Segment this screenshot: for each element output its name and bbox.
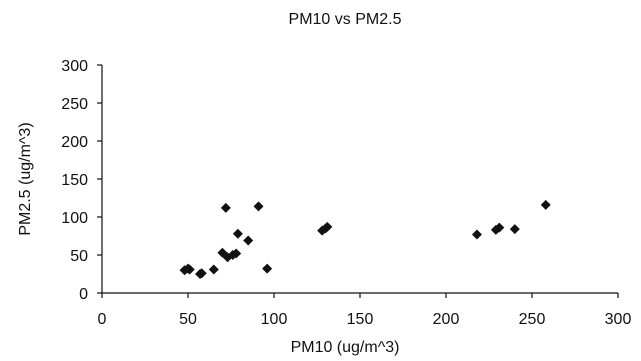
data-point: [196, 268, 207, 279]
y-tick-label: 200: [61, 134, 88, 151]
data-point: [471, 229, 482, 240]
data-point: [253, 201, 264, 212]
data-points: [179, 199, 551, 279]
y-tick-label: 100: [61, 210, 88, 227]
data-point: [208, 264, 219, 275]
x-tick-label: 250: [519, 311, 546, 328]
data-point: [231, 248, 242, 259]
y-tick-label: 250: [61, 96, 88, 113]
data-point: [262, 263, 273, 274]
y-tick-label: 150: [61, 172, 88, 189]
axes: [101, 65, 618, 294]
x-tick-label: 0: [98, 311, 107, 328]
data-point: [540, 199, 551, 210]
data-point: [232, 228, 243, 239]
y-axis-label: PM2.5 (ug/m^3): [17, 122, 34, 235]
data-point: [509, 224, 520, 235]
y-axis-ticks: 0 50 100 150 200 250 300: [61, 58, 102, 303]
x-tick-label: 150: [347, 311, 374, 328]
x-tick-label: 100: [261, 311, 288, 328]
y-tick-label: 0: [79, 286, 88, 303]
data-point: [243, 235, 254, 246]
data-point: [220, 202, 231, 213]
data-point: [322, 221, 333, 232]
x-axis-label: PM10 (ug/m^3): [291, 339, 400, 356]
x-tick-label: 300: [605, 311, 632, 328]
chart-title: PM10 vs PM2.5: [289, 11, 402, 28]
x-tick-label: 200: [433, 311, 460, 328]
data-point: [494, 222, 505, 233]
y-tick-label: 50: [70, 248, 88, 265]
x-tick-label: 50: [179, 311, 197, 328]
data-point: [184, 264, 195, 275]
x-axis-ticks: 0 50 100 150 200 250 300: [98, 293, 632, 328]
y-tick-label: 300: [61, 58, 88, 75]
